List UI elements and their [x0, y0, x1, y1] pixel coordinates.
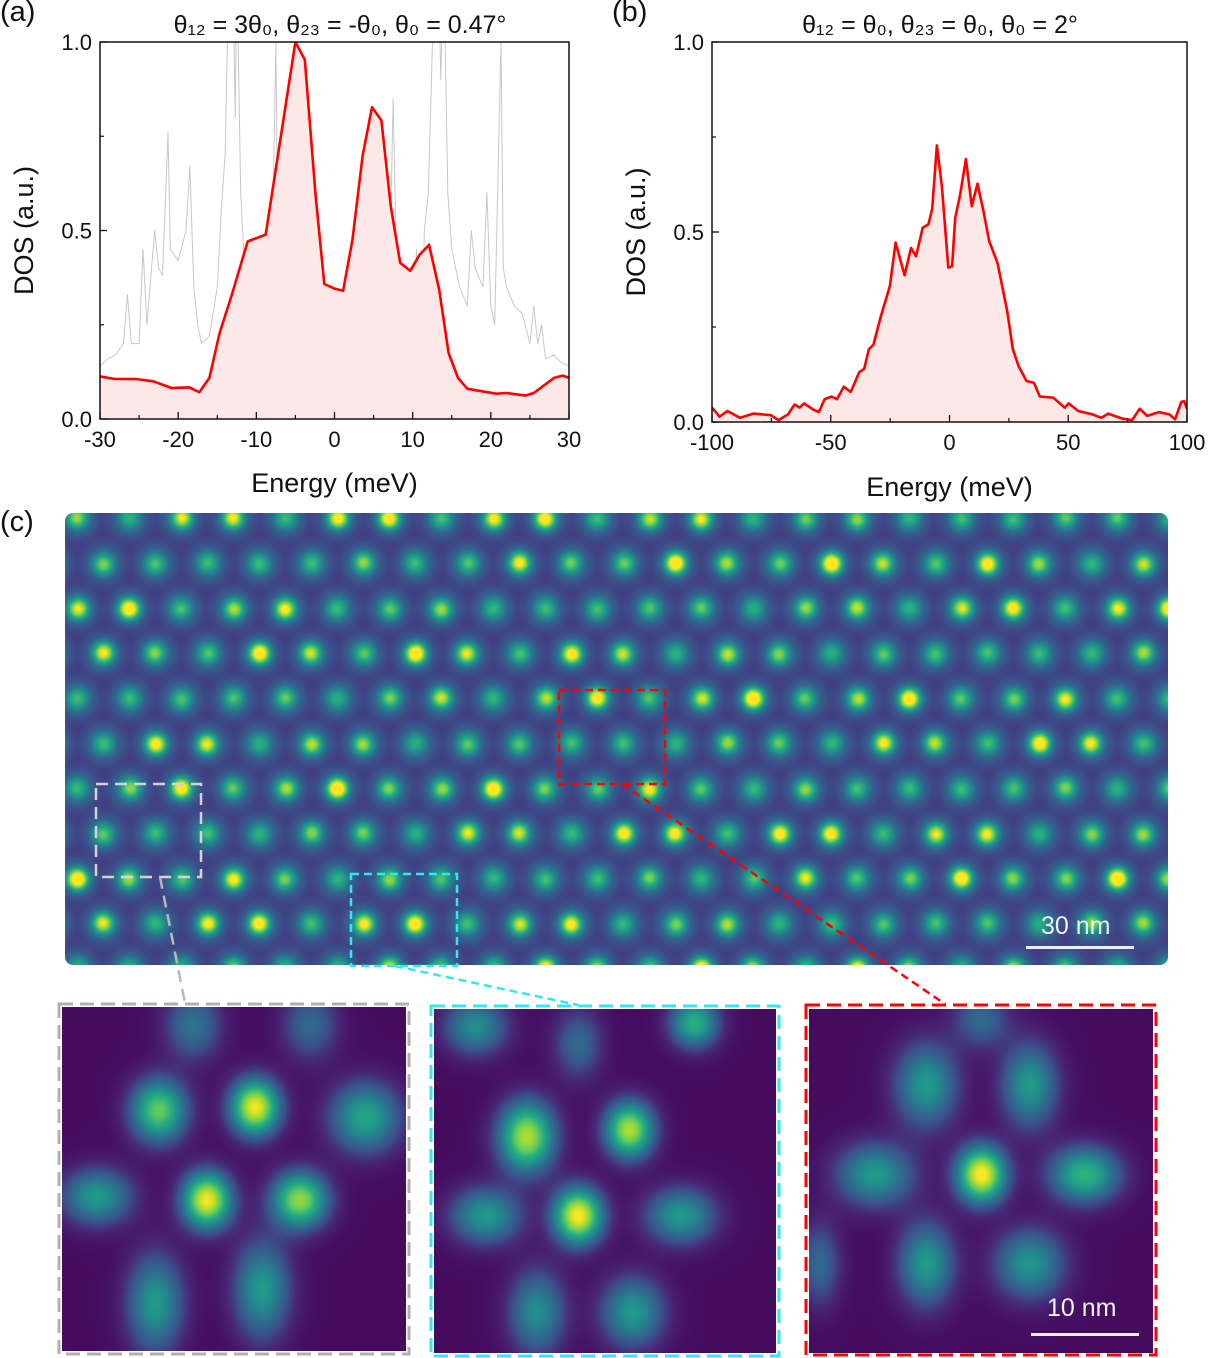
x-tick-label: 0	[328, 427, 340, 452]
x-tick-label: 30	[557, 427, 581, 452]
x-tick-label: 50	[1056, 430, 1080, 455]
y-tick-label: 0.0	[61, 407, 92, 432]
y-tick-label: 0.0	[673, 410, 704, 435]
panel-label-b: (b)	[612, 0, 648, 28]
scale-bar-main	[1026, 946, 1134, 949]
inset-image-gray	[62, 1007, 406, 1351]
inset-image-cyan	[434, 1009, 776, 1353]
y-axis-label: DOS (a.u.)	[621, 167, 651, 296]
series-1-line	[100, 42, 569, 397]
y-axis-label: DOS (a.u.)	[9, 166, 39, 295]
series-0-fill-area	[712, 145, 1187, 422]
x-tick-label: -50	[815, 430, 847, 455]
y-tick-label: 0.5	[61, 219, 92, 244]
y-tick-label: 0.5	[673, 220, 704, 245]
x-tick-label: 10	[400, 427, 424, 452]
scale-bar-label-inset: 10 nm	[1047, 1294, 1117, 1322]
chart-b: -100 -50 0 50 100 0.0 0.5 1.0 θ₁₂ = θ₀, θ₂₃ = θ₀…	[621, 11, 1206, 502]
scale-bar-label-main: 30 nm	[1041, 912, 1111, 940]
series-0-line	[712, 144, 1187, 422]
plot-area	[100, 42, 569, 419]
x-tick-label: 100	[1169, 430, 1206, 455]
x-axis-label: Energy (meV)	[251, 468, 418, 498]
chart-title: θ₁₂ = θ₀, θ₂₃ = θ₀, θ₀ = 2°	[802, 11, 1078, 39]
chart-title: θ₁₂ = 3θ₀, θ₂₃ = -θ₀, θ₀ = 0.47°	[174, 11, 507, 39]
x-tick-label: -20	[162, 427, 194, 452]
x-tick-label: 0	[943, 430, 955, 455]
x-tick-label: 20	[479, 427, 503, 452]
scale-bar-inset	[1031, 1333, 1139, 1336]
x-tick-label: -100	[690, 430, 734, 455]
x-tick-label: -30	[84, 427, 116, 452]
panel-label-a: (a)	[0, 0, 36, 28]
plot-area	[712, 144, 1187, 422]
x-tick-label: -10	[240, 427, 272, 452]
chart-a: -30 -20 -10 0 10 20 30 0.0 0.5 1.0 θ₁₂ = 3θ₀, θ₂₃ …	[9, 11, 581, 498]
ldos-map-image	[65, 513, 1168, 965]
panel-label-c: (c)	[0, 506, 34, 538]
x-axis-label: Energy (meV)	[866, 472, 1033, 502]
connector-cyan	[394, 964, 579, 1007]
y-tick-label: 1.0	[673, 30, 704, 55]
y-tick-label: 1.0	[61, 30, 92, 55]
